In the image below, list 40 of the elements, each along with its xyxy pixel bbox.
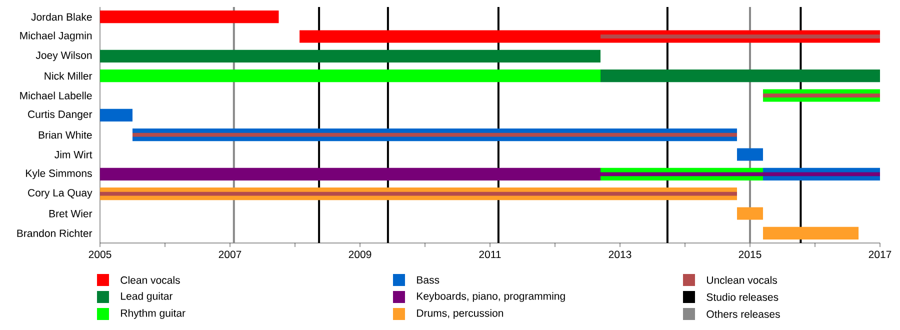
y-tick-label: Bret Wier [49,210,92,218]
x-tick-label: 2013 [608,250,632,258]
x-tick-label: 2011 [479,250,501,258]
y-tick-label: Curtis Danger [28,110,92,120]
y-tick-label: Cory La Quay [28,189,92,199]
x-tick-label: 2009 [348,250,372,258]
bar [100,70,601,82]
bar [600,34,880,38]
legend-label: Clean vocals [120,276,180,284]
y-tick-label: Michael Jagmin [20,32,92,42]
legend-label: Unclean vocals [707,276,777,284]
bar [763,226,859,240]
bar [737,207,764,220]
bar [100,192,738,196]
y-tick-label: Kyle Simmons [26,169,92,180]
y-tick-label: Jordan Blake [31,12,92,21]
x-tick-label: 2017 [868,250,892,258]
legend-label: Rhythm guitar [121,309,186,319]
bar [763,94,880,98]
y-tick-label: Brian White [38,130,92,139]
legend-label: Others releases [706,310,780,318]
y-tick-label: Jim Wirt [54,150,92,158]
bar [100,50,601,62]
y-tick-label: Joey Wilson [36,51,92,62]
legend-label: Drums, percussion [417,309,504,319]
bar [100,10,279,24]
legend-label: Keyboards, piano, programming [417,292,565,302]
legend-label: Studio releases [706,293,778,301]
bar [737,148,764,161]
legend-label: Bass [417,276,440,284]
y-tick-label: Nick Miller [44,72,92,80]
x-tick-label: 2015 [738,250,762,258]
y-tick-label: Brandon Richter [17,229,92,238]
x-tick-label: 2005 [88,250,112,258]
bar [600,70,880,82]
x-tick-label: 2007 [218,250,242,258]
y-tick-label: Michael Labelle [20,92,92,100]
legend-label: Lead guitar [121,292,173,302]
bar [100,108,133,122]
bar [132,132,738,137]
